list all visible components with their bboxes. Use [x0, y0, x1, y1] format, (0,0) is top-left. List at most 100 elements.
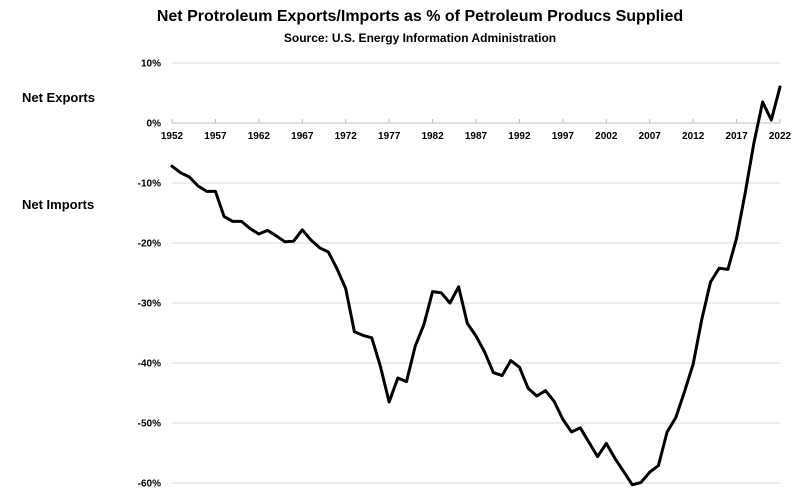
data-point: [596, 455, 599, 458]
x-tick-label: 1967: [291, 131, 314, 142]
data-point: [257, 232, 261, 236]
data-point: [292, 240, 295, 243]
y-tick-label: -20%: [138, 239, 161, 250]
x-tick-label: 1957: [204, 131, 227, 142]
data-point: [205, 190, 208, 193]
data-point: [196, 184, 200, 188]
x-tick-label: 1962: [248, 131, 271, 142]
data-point: [500, 374, 504, 377]
data-point: [335, 267, 339, 270]
data-point: [657, 464, 660, 467]
data-point: [778, 85, 782, 89]
data-point: [466, 322, 469, 325]
data-point: [631, 483, 634, 486]
data-point: [361, 334, 365, 337]
data-point: [735, 237, 738, 240]
data-point: [579, 426, 582, 429]
data-point: [248, 227, 252, 230]
data-point: [188, 175, 191, 179]
data-point: [526, 387, 530, 390]
data-point: [648, 471, 651, 474]
data-point: [414, 345, 417, 348]
y-tick-label: -40%: [138, 359, 161, 370]
data-point: [353, 330, 356, 333]
data-point: [483, 351, 486, 354]
data-point: [301, 228, 304, 231]
data-point: [752, 141, 756, 144]
x-tick-label: 1977: [378, 131, 401, 142]
data-point: [700, 318, 704, 321]
data-point: [622, 470, 625, 473]
data-point: [457, 285, 460, 288]
data-point: [492, 371, 495, 374]
data-point: [440, 291, 443, 294]
x-tick-label: 2017: [725, 131, 748, 142]
data-point: [691, 363, 695, 366]
net-imports-label: Net Imports: [22, 197, 95, 212]
data-point: [718, 267, 721, 270]
data-point: [344, 287, 347, 290]
data-point: [561, 418, 565, 421]
data-point: [309, 238, 313, 242]
data-point: [214, 190, 217, 193]
data-point: [761, 100, 764, 104]
data-point: [431, 290, 434, 293]
chart-subtitle: Source: U.S. Energy Information Administ…: [283, 31, 557, 45]
x-tick-label: 1987: [465, 131, 488, 142]
data-point: [509, 359, 512, 362]
data-point: [370, 336, 373, 339]
data-point: [639, 481, 643, 484]
net-exports-label: Net Exports: [22, 90, 95, 105]
chart-title: Net Protroleum Exports/Imports as % of P…: [156, 8, 684, 25]
data-point: [770, 118, 773, 122]
data-point: [275, 234, 278, 237]
data-point: [587, 441, 591, 444]
data-point: [674, 416, 677, 419]
data-point: [405, 380, 408, 383]
data-point: [222, 215, 226, 218]
data-point: [552, 400, 556, 403]
y-tick-label: 0%: [147, 119, 162, 130]
x-tick-label: 1952: [161, 131, 184, 142]
y-tick-label: -10%: [138, 179, 161, 190]
data-point: [179, 171, 182, 174]
x-tick-label: 1997: [552, 131, 575, 142]
data-point: [240, 220, 243, 223]
y-tick-label: -30%: [138, 299, 161, 310]
x-tick-label: 2007: [639, 131, 662, 142]
series-line: [170, 85, 782, 487]
data-point: [570, 430, 573, 434]
data-point: [683, 390, 686, 393]
data-point: [379, 365, 382, 368]
data-point: [448, 301, 452, 305]
y-tick-label: 10%: [141, 59, 161, 70]
data-point: [726, 268, 730, 271]
data-point: [318, 246, 321, 249]
data-point: [535, 394, 538, 398]
x-tick-label: 1982: [421, 131, 444, 142]
data-point: [396, 376, 400, 380]
x-tick-label: 2002: [595, 131, 618, 142]
data-point: [231, 220, 234, 223]
x-tick-label: 1992: [508, 131, 531, 142]
data-point: [744, 191, 747, 194]
data-point: [170, 165, 174, 168]
x-tick-label: 2022: [769, 131, 792, 142]
data-point: [266, 229, 269, 232]
data-point: [665, 430, 669, 434]
data-point: [518, 366, 521, 369]
y-tick-label: -60%: [138, 479, 161, 490]
data-point: [613, 457, 617, 460]
y-tick-label: -50%: [138, 419, 161, 430]
data-point: [544, 389, 547, 392]
data-point: [422, 323, 426, 326]
data-point: [283, 240, 287, 243]
x-tick-label: 2012: [682, 131, 705, 142]
data-point: [605, 442, 608, 445]
data-point: [387, 400, 391, 404]
data-point: [327, 250, 330, 254]
x-tick-label: 1972: [335, 131, 358, 142]
data-point: [709, 280, 712, 284]
data-point: [474, 334, 478, 338]
